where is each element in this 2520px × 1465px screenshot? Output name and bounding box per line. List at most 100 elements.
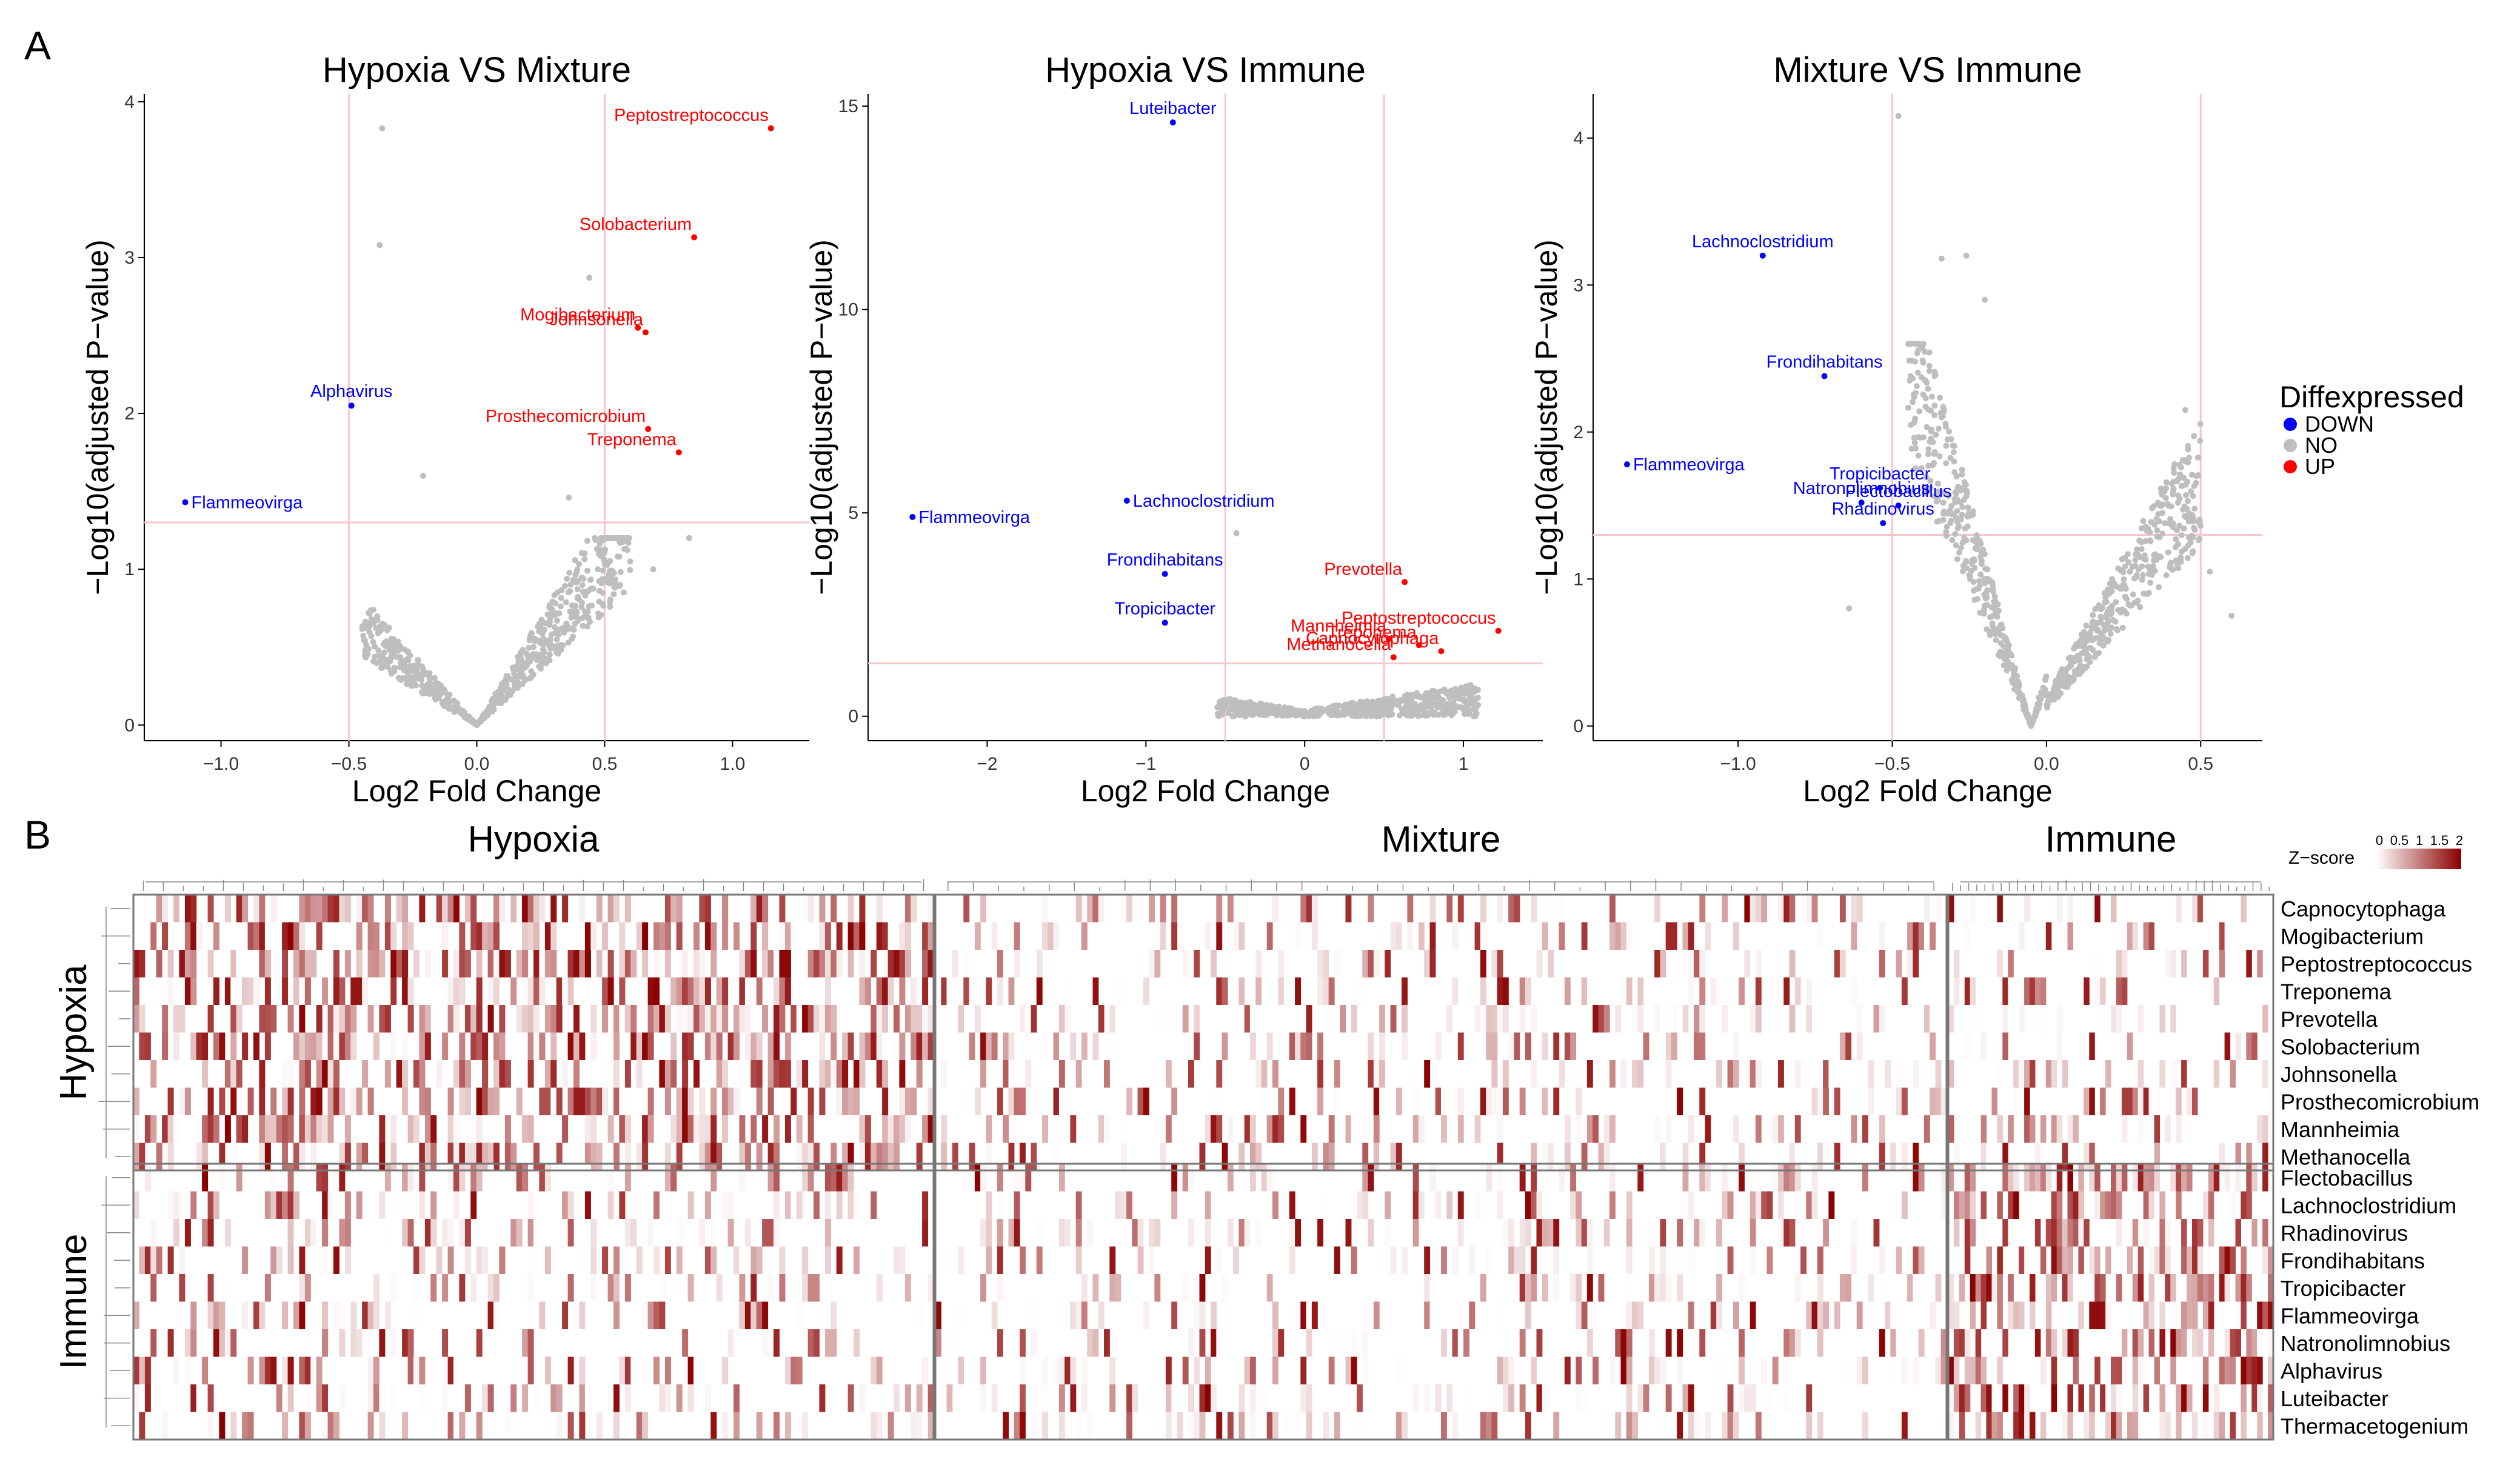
y-tick-label: 2 (124, 404, 135, 424)
heatmap-cell (2202, 1274, 2209, 1302)
data-point (1928, 407, 1934, 414)
heatmap-cell (1739, 1384, 1745, 1412)
heatmap-cell (310, 1087, 317, 1115)
heatmap-cell (1266, 1412, 1273, 1440)
heatmap-cell (642, 1115, 649, 1143)
heatmap-cell (282, 1060, 289, 1088)
heatmap-cell (974, 1005, 981, 1033)
data-point (1982, 296, 1988, 303)
heatmap-cell (442, 1219, 449, 1247)
heatmap-cell (1429, 1274, 1436, 1302)
heatmap-cell (687, 1274, 694, 1302)
data-point (424, 672, 431, 678)
heatmap-cell (2224, 922, 2231, 950)
heatmap-cell (1935, 895, 1942, 923)
heatmap-cell (814, 1329, 820, 1357)
data-point (2150, 557, 2157, 564)
heatmap-cell (304, 1032, 311, 1060)
heatmap-cell (1885, 1301, 1891, 1329)
x-tick-label: −1.0 (1720, 754, 1756, 774)
heatmap-cell (447, 977, 454, 1005)
heatmap-cell (556, 1412, 563, 1440)
heatmap-cell (802, 1060, 809, 1088)
heatmap-cell (647, 1115, 654, 1143)
heatmap-cell (2246, 950, 2252, 978)
heatmap-cell (716, 1274, 723, 1302)
heatmap-cell (887, 950, 894, 978)
heatmap-cell (339, 1219, 346, 1247)
heatmap-cell (396, 895, 403, 923)
heatmap-cell (1694, 1005, 1700, 1033)
heatmap-cell (831, 950, 837, 978)
heatmap-cell (487, 977, 494, 1005)
heatmap-cell (2116, 1164, 2122, 1192)
heatmap-cell (807, 950, 814, 978)
heatmap-cell (1593, 1357, 1599, 1384)
heatmap-cell (1519, 1274, 1526, 1302)
heatmap-cell (922, 977, 929, 1005)
chart-title: Hypoxia VS Immune (1045, 50, 1366, 90)
heatmap-cell (504, 1143, 511, 1170)
data-point (2171, 461, 2177, 467)
heatmap-cell (2062, 1143, 2068, 1170)
heatmap-cell (230, 1005, 237, 1033)
data-point (539, 652, 546, 658)
heatmap-cell (1722, 1191, 1728, 1219)
data-point (1334, 702, 1340, 709)
heatmap-cell (264, 950, 271, 978)
heatmap-cell (682, 1032, 689, 1060)
heatmap-cell (1536, 1191, 1543, 1219)
data-point (2077, 642, 2084, 649)
heatmap-cell (1772, 1115, 1779, 1143)
heatmap-cell (567, 1032, 574, 1060)
heatmap-cell (384, 1301, 391, 1329)
data-point (2174, 478, 2181, 485)
heatmap-cell (390, 1274, 397, 1302)
heatmap-cell (544, 1164, 551, 1192)
heatmap-cell (1435, 1384, 1442, 1412)
heatmap-cell (419, 1005, 426, 1033)
heatmap-cell (2159, 1060, 2165, 1088)
heatmap-cell (1856, 1032, 1863, 1060)
heatmap-cell (533, 1143, 540, 1170)
heatmap-cell (499, 1005, 506, 1033)
heatmap-cell (270, 895, 277, 923)
heatmap-cell (464, 1301, 471, 1329)
data-point (600, 567, 606, 574)
data-point (2156, 518, 2163, 525)
heatmap-cell (1053, 922, 1060, 950)
heatmap-cell (1081, 1274, 1088, 1302)
heatmap-cell (1907, 950, 1913, 978)
heatmap-cell (1368, 1164, 1374, 1192)
heatmap-cell (522, 922, 529, 950)
heatmap-cell (756, 1143, 763, 1170)
heatmap-cell (304, 1274, 311, 1302)
x-axis-label: Log2 Fold Change (1081, 774, 1330, 808)
point-label: Johnsonella (549, 310, 644, 329)
heatmap-cell (2219, 1143, 2225, 1170)
heatmap-cell (567, 950, 574, 978)
data-point (1411, 705, 1418, 712)
heatmap-cell (2208, 1191, 2214, 1219)
heatmap-cell (1199, 1301, 1206, 1329)
heatmap-cell (1637, 1005, 1644, 1033)
heatmap-cell (876, 1357, 883, 1384)
heatmap-cell (1238, 1412, 1245, 1440)
heatmap-cell (150, 1274, 157, 1302)
heatmap-cell (179, 1005, 185, 1033)
data-point (1461, 707, 1468, 714)
heatmap-cell (413, 1060, 419, 1088)
heatmap-cell (567, 1087, 574, 1115)
heatmap-cell (871, 1032, 877, 1060)
heatmap-cell (2268, 1329, 2274, 1357)
heatmap-cell (814, 1143, 820, 1170)
heatmap-cell (590, 977, 597, 1005)
point-label: Rhadinovirus (1832, 499, 1934, 519)
heatmap-cells (133, 895, 2274, 1440)
heatmap-cell (1008, 1032, 1015, 1060)
heatmap-cell (1626, 1274, 1633, 1302)
heatmap-cell (1626, 1246, 1633, 1274)
data-point (360, 632, 367, 639)
heatmap-cell (1923, 1115, 1930, 1143)
heatmap-cell (1778, 1191, 1784, 1219)
